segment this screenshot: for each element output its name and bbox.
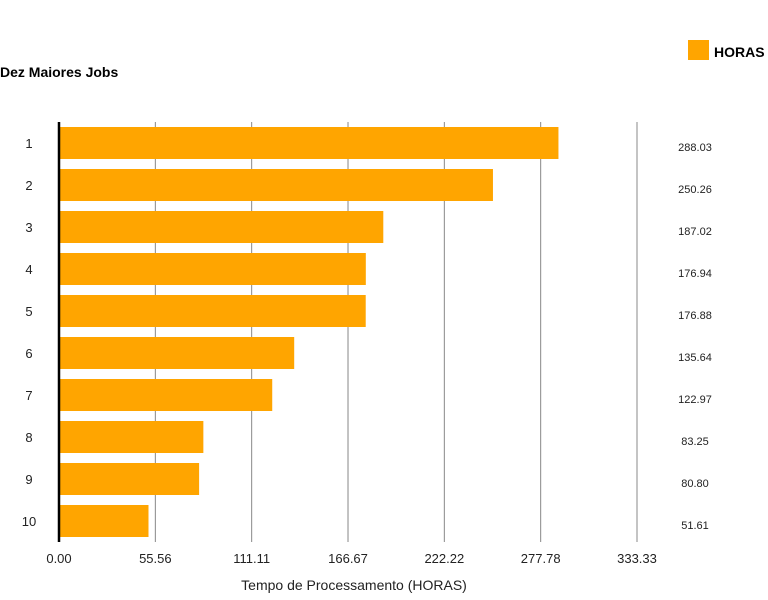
value-label: 176.88: [678, 310, 712, 322]
value-label: 288.03: [678, 142, 712, 154]
category-label: 8: [25, 430, 32, 445]
category-label: 2: [25, 178, 32, 193]
value-label: 80.80: [681, 478, 709, 490]
bar: [59, 253, 366, 285]
value-label: 51.61: [681, 520, 709, 532]
x-tick-label: 277.78: [521, 551, 561, 566]
x-tick-label: 55.56: [139, 551, 172, 566]
chart-title: Dez Maiores Jobs: [0, 64, 118, 80]
category-label: 4: [25, 262, 32, 277]
x-tick-label: 333.33: [617, 551, 657, 566]
value-labels: 288.03 250.26 187.02 176.94 176.88 135.64 122.…: [678, 142, 712, 532]
value-label: 250.26: [678, 184, 712, 196]
value-label: 176.94: [678, 268, 712, 280]
x-tick-label: 166.67: [328, 551, 368, 566]
category-labels: 1 2 3 4 5 6 7 8 9 10: [22, 136, 36, 529]
category-label: 10: [22, 514, 36, 529]
bar: [59, 379, 273, 411]
bar: [59, 169, 493, 201]
category-label: 9: [25, 472, 32, 487]
bar: [59, 421, 204, 453]
bar: [59, 211, 384, 243]
legend-swatch: [688, 40, 709, 60]
value-label: 187.02: [678, 226, 712, 238]
legend-label: HORAS: [714, 44, 765, 60]
value-label: 122.97: [678, 394, 712, 406]
category-label: 5: [25, 304, 32, 319]
category-label: 1: [25, 136, 32, 151]
bar: [59, 295, 366, 327]
legend: HORAS: [688, 40, 765, 60]
bars: [59, 127, 559, 537]
x-tick-label: 222.22: [424, 551, 464, 566]
x-axis-title: Tempo de Processamento (HORAS): [241, 577, 467, 593]
category-label: 3: [25, 220, 32, 235]
bar: [59, 127, 559, 159]
x-tick-labels: 0.00 55.56 111.11 166.67 222.22 277.78 333.33: [46, 551, 657, 566]
bar: [59, 337, 295, 369]
category-label: 6: [25, 346, 32, 361]
value-label: 83.25: [681, 436, 709, 448]
bar: [59, 463, 200, 495]
category-label: 7: [25, 388, 32, 403]
x-tick-label: 111.11: [233, 551, 270, 566]
x-tick-label: 0.00: [46, 551, 71, 566]
bar: [59, 505, 149, 537]
value-label: 135.64: [678, 352, 712, 364]
